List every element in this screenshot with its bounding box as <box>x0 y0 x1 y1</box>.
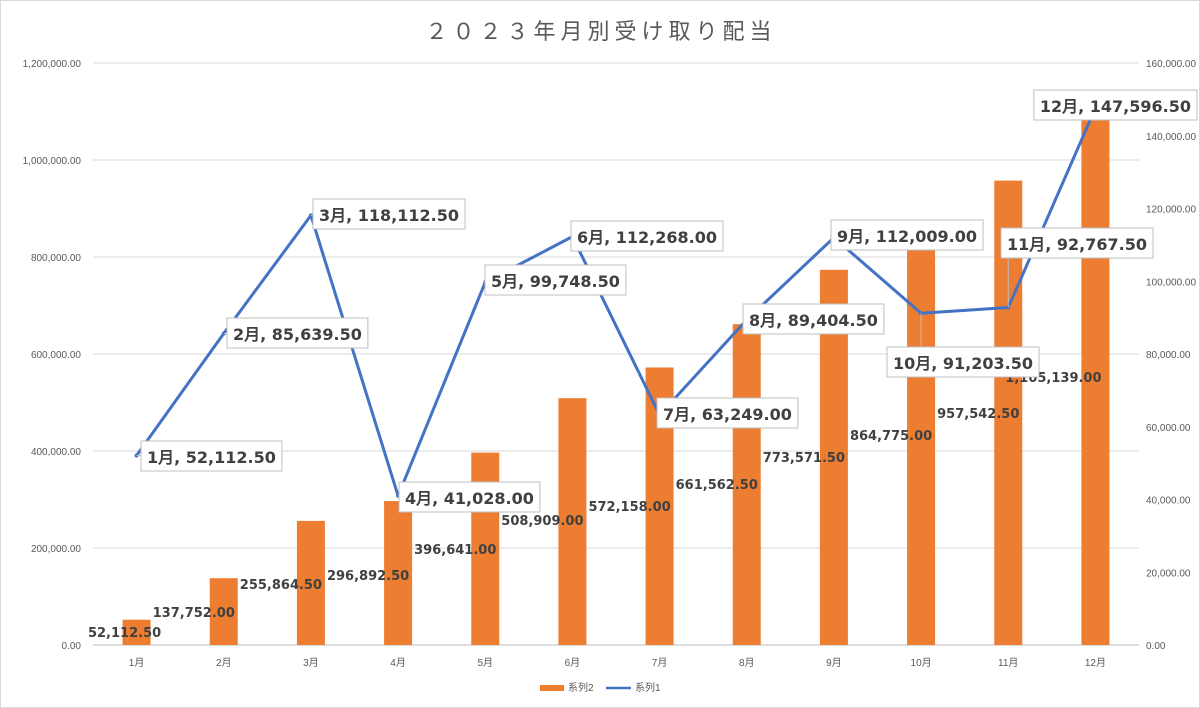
bar-data-label: 661,562.50 <box>676 478 758 493</box>
x-tick-label: 7月 <box>652 657 668 669</box>
callout-label: 4月, 41,028.00 <box>405 489 534 508</box>
callout-label: 5月, 99,748.50 <box>491 272 620 291</box>
bar-data-label: 396,641.00 <box>414 543 496 558</box>
line-callout: 11月, 92,767.50 <box>1000 227 1154 308</box>
callout-box <box>226 317 369 349</box>
left-tick-label: 200,000.00 <box>31 544 81 555</box>
bar-data-labels: 52,112.50 137,752.00 255,864.50 296,892.50 3… <box>88 371 1102 641</box>
line-callout: 9月, 112,009.00 <box>830 219 984 251</box>
bar-data-label: 296,892.50 <box>327 569 409 584</box>
callout-label: 10月, 91,203.50 <box>893 354 1033 373</box>
series-line <box>135 107 1097 498</box>
line-callout: 8月, 89,404.50 <box>742 303 885 335</box>
callout-box <box>1000 227 1154 259</box>
callout-label: 7月, 63,249.00 <box>663 405 792 424</box>
line-callout: 3月, 118,112.50 <box>310 198 466 230</box>
bar-data-label: 255,864.50 <box>240 578 322 593</box>
legend: 系列2 系列1 <box>540 681 661 694</box>
callout-box <box>830 219 984 251</box>
x-tick-label: 3月 <box>303 657 319 669</box>
line-callout: 12月, 147,596.50 <box>1033 89 1198 121</box>
callout-label: 9月, 112,009.00 <box>837 227 977 246</box>
bar-data-label: 864,775.00 <box>850 429 932 444</box>
line-callout: 5月, 99,748.50 <box>484 264 627 296</box>
callout-label: 6月, 112,268.00 <box>577 228 717 247</box>
line-series <box>134 106 1098 498</box>
x-tick-label: 8月 <box>739 657 755 669</box>
bar <box>122 619 151 645</box>
legend-label: 系列1 <box>635 681 661 694</box>
line-callout: 2月, 85,639.50 <box>223 317 369 349</box>
left-tick-label: 1,000,000.00 <box>23 156 82 167</box>
left-tick-label: 400,000.00 <box>31 447 81 458</box>
line-callout: 7月, 63,249.00 <box>656 397 799 429</box>
bar <box>1081 109 1110 646</box>
x-tick-label: 12月 <box>1085 657 1106 669</box>
x-tick-label: 4月 <box>390 657 406 669</box>
x-tick-label: 5月 <box>477 657 493 669</box>
callout-box <box>656 397 799 429</box>
callout-label: 3月, 118,112.50 <box>319 206 459 225</box>
left-axis-ticks: 0.00 200,000.00 400,000.00 600,000.00 800,00… <box>23 59 82 652</box>
x-tick-label: 10月 <box>911 657 932 669</box>
right-tick-label: 60,000.00 <box>1146 423 1191 434</box>
callout-label: 8月, 89,404.50 <box>749 311 878 330</box>
callout-label: 2月, 85,639.50 <box>233 325 362 344</box>
right-tick-label: 120,000.00 <box>1146 205 1196 216</box>
bar-data-label: 773,571.50 <box>763 451 845 466</box>
right-tick-label: 20,000.00 <box>1146 568 1191 579</box>
legend-label: 系列2 <box>568 681 594 694</box>
x-tick-label: 2月 <box>216 657 232 669</box>
right-tick-label: 80,000.00 <box>1146 350 1191 361</box>
callout-label: 1月, 52,112.50 <box>147 448 276 467</box>
line-data-callouts: 1月, 52,112.50 2月, 85,639.50 3月, 118,112.50… <box>136 89 1198 513</box>
callout-label: 11月, 92,767.50 <box>1007 235 1147 254</box>
bar-data-label: 137,752.00 <box>153 606 235 621</box>
bar-data-label: 508,909.00 <box>501 514 583 529</box>
left-tick-label: 800,000.00 <box>31 253 81 264</box>
callout-box <box>570 220 724 252</box>
legend-swatch-bar <box>540 685 564 691</box>
bar-data-label: 957,542.50 <box>937 407 1019 422</box>
right-tick-label: 160,000.00 <box>1146 59 1196 70</box>
bar-data-label: 52,112.50 <box>88 626 161 641</box>
x-axis-ticks: 1月 2月 3月 4月 5月 6月 7月 8月 9月 10月 11月 12月 <box>129 657 1106 669</box>
callout-box <box>398 481 541 513</box>
line-callout: 6月, 112,268.00 <box>570 220 724 252</box>
right-tick-label: 0.00 <box>1146 641 1166 652</box>
callout-box <box>140 440 283 472</box>
line-callout: 10月, 91,203.50 <box>886 313 1040 378</box>
bar-data-label: 572,158.00 <box>588 500 670 515</box>
callout-label: 12月, 147,596.50 <box>1040 97 1191 116</box>
x-tick-label: 9月 <box>826 657 842 669</box>
bar <box>384 501 413 645</box>
line-callout: 4月, 41,028.00 <box>398 481 541 513</box>
callout-box <box>742 303 885 335</box>
x-tick-label: 11月 <box>998 657 1018 669</box>
right-tick-label: 40,000.00 <box>1146 496 1191 507</box>
bar <box>296 520 325 645</box>
left-tick-label: 1,200,000.00 <box>23 59 82 70</box>
right-axis-ticks: 0.00 20,000.00 40,000.00 60,000.00 80,000.00… <box>1146 59 1196 652</box>
bar <box>209 578 238 645</box>
right-tick-label: 100,000.00 <box>1146 277 1196 288</box>
callout-box <box>1033 89 1198 121</box>
bar-series <box>122 109 1110 646</box>
bar <box>907 225 936 646</box>
right-tick-label: 140,000.00 <box>1146 132 1196 143</box>
line-callout: 1月, 52,112.50 <box>136 440 283 472</box>
callout-box <box>484 264 627 296</box>
x-tick-label: 1月 <box>129 657 145 669</box>
bar <box>558 398 587 645</box>
chart-title: ２０２３年月別受け取り配当 <box>425 20 776 45</box>
callout-box <box>886 346 1040 378</box>
callout-box <box>312 198 466 230</box>
left-tick-label: 600,000.00 <box>31 350 81 361</box>
x-tick-label: 6月 <box>565 657 581 669</box>
left-tick-label: 0.00 <box>62 641 82 652</box>
bar <box>732 324 761 645</box>
